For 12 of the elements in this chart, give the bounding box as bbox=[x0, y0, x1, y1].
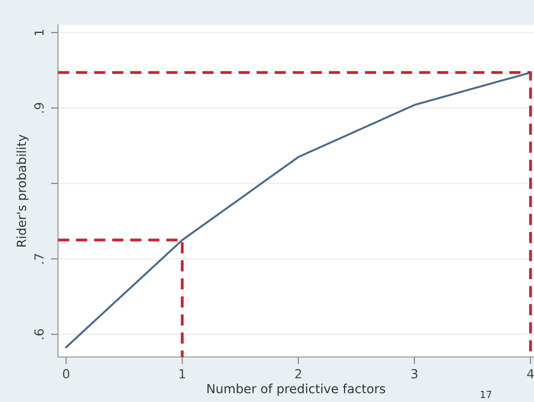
y-tick-label: .7 bbox=[34, 254, 44, 264]
x-tick-label: 4 bbox=[527, 369, 534, 378]
x-tick-label: 2 bbox=[295, 369, 302, 378]
y-tick-label: .6 bbox=[34, 329, 44, 339]
y-axis-title: Rider's probability bbox=[16, 134, 29, 247]
x-tick-label: 3 bbox=[411, 369, 418, 378]
x-tick-label: 1 bbox=[180, 369, 186, 378]
x-axis-title: Number of predictive factors bbox=[207, 384, 386, 396]
y-tick-label: 1 bbox=[34, 30, 44, 36]
x-tick-label: 0 bbox=[62, 369, 70, 378]
y-tick-label: .9 bbox=[34, 102, 44, 113]
text: 17 bbox=[480, 390, 492, 398]
